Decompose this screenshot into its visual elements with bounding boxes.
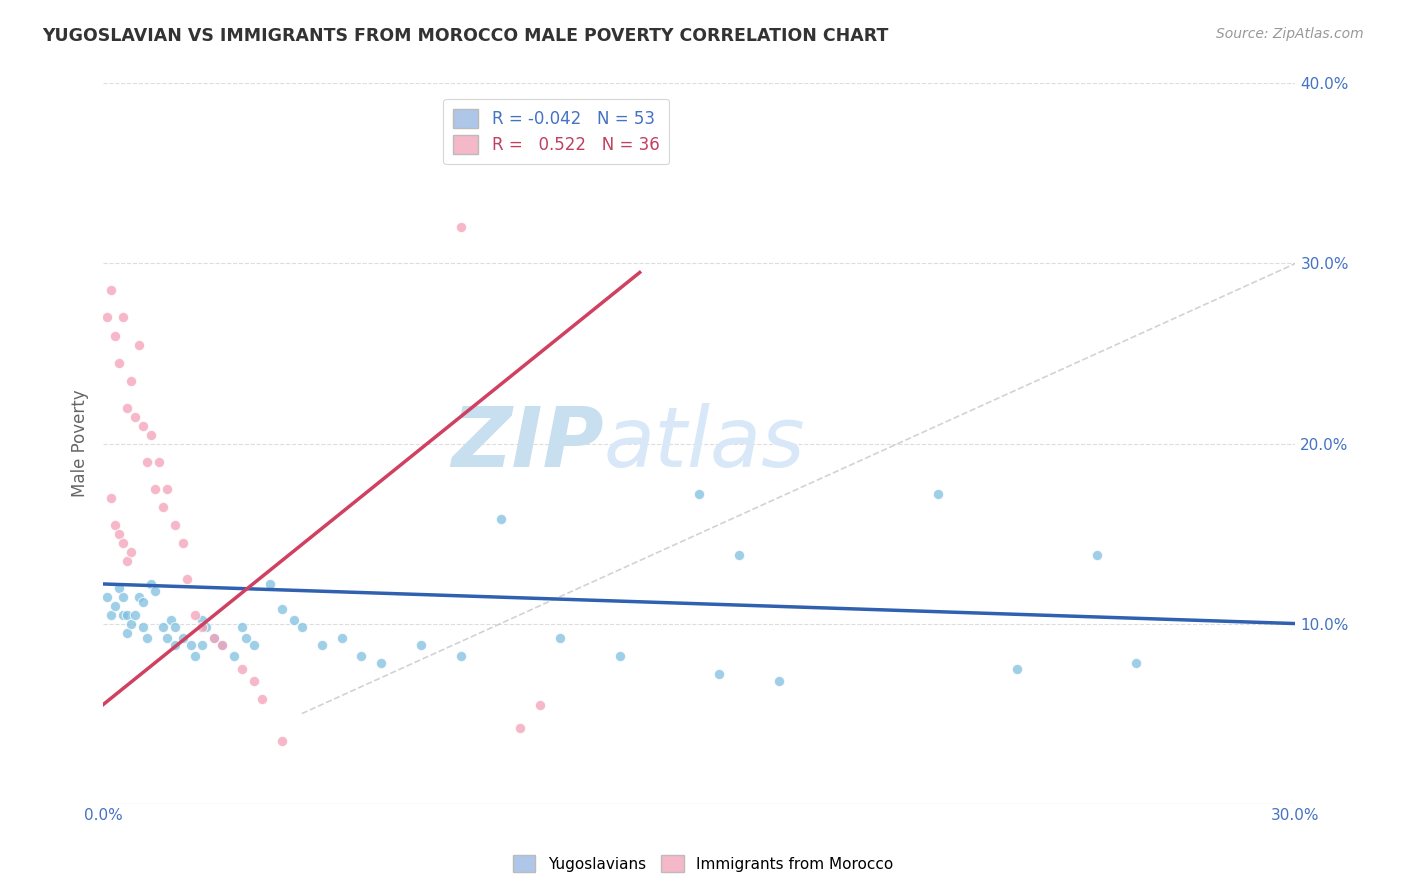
Point bbox=[1125, 656, 1147, 670]
Legend: R = -0.042   N = 53, R =   0.522   N = 36: R = -0.042 N = 53, R = 0.522 N = 36 bbox=[443, 99, 669, 164]
Point bbox=[291, 620, 314, 634]
Point bbox=[115, 553, 138, 567]
Point bbox=[231, 620, 253, 634]
Point bbox=[1085, 548, 1108, 562]
Point bbox=[100, 491, 122, 505]
Point bbox=[159, 613, 181, 627]
Point bbox=[768, 674, 790, 689]
Point bbox=[132, 620, 155, 634]
Point bbox=[135, 631, 157, 645]
Point bbox=[191, 620, 214, 634]
Text: Source: ZipAtlas.com: Source: ZipAtlas.com bbox=[1216, 27, 1364, 41]
Point bbox=[370, 656, 392, 670]
Point bbox=[143, 584, 166, 599]
Point bbox=[202, 631, 225, 645]
Point bbox=[108, 581, 131, 595]
Point bbox=[180, 638, 202, 652]
Point bbox=[450, 220, 472, 235]
Point bbox=[139, 427, 162, 442]
Point bbox=[143, 482, 166, 496]
Point bbox=[139, 577, 162, 591]
Point bbox=[271, 733, 294, 747]
Point bbox=[135, 454, 157, 468]
Point bbox=[120, 544, 142, 558]
Point bbox=[330, 631, 353, 645]
Point bbox=[108, 526, 131, 541]
Point bbox=[191, 613, 214, 627]
Point bbox=[548, 631, 571, 645]
Point bbox=[211, 638, 233, 652]
Point bbox=[172, 535, 194, 549]
Point bbox=[250, 692, 273, 706]
Point bbox=[115, 607, 138, 622]
Point bbox=[156, 631, 179, 645]
Point bbox=[148, 454, 170, 468]
Text: YUGOSLAVIAN VS IMMIGRANTS FROM MOROCCO MALE POVERTY CORRELATION CHART: YUGOSLAVIAN VS IMMIGRANTS FROM MOROCCO M… bbox=[42, 27, 889, 45]
Point bbox=[104, 599, 127, 613]
Point bbox=[688, 487, 710, 501]
Point bbox=[111, 607, 134, 622]
Point bbox=[111, 590, 134, 604]
Point bbox=[259, 577, 281, 591]
Point bbox=[111, 535, 134, 549]
Point bbox=[120, 374, 142, 388]
Point bbox=[1007, 662, 1029, 676]
Point bbox=[350, 648, 373, 663]
Point bbox=[104, 328, 127, 343]
Point bbox=[224, 648, 246, 663]
Point bbox=[96, 590, 118, 604]
Point bbox=[132, 595, 155, 609]
Point bbox=[172, 631, 194, 645]
Point bbox=[183, 648, 205, 663]
Point bbox=[211, 638, 233, 652]
Point bbox=[707, 667, 730, 681]
Point bbox=[927, 487, 949, 501]
Point bbox=[271, 602, 294, 616]
Point bbox=[111, 310, 134, 325]
Point bbox=[132, 418, 155, 433]
Point bbox=[128, 590, 150, 604]
Point bbox=[124, 409, 146, 424]
Point bbox=[489, 512, 512, 526]
Point bbox=[202, 631, 225, 645]
Point bbox=[235, 631, 257, 645]
Point bbox=[191, 638, 214, 652]
Point bbox=[100, 284, 122, 298]
Point bbox=[163, 638, 186, 652]
Point bbox=[231, 662, 253, 676]
Point bbox=[124, 607, 146, 622]
Point bbox=[96, 310, 118, 325]
Point bbox=[128, 337, 150, 351]
Point bbox=[409, 638, 432, 652]
Text: ZIP: ZIP bbox=[451, 403, 605, 484]
Point bbox=[152, 500, 174, 514]
Point bbox=[243, 638, 266, 652]
Point bbox=[609, 648, 631, 663]
Point bbox=[156, 482, 179, 496]
Point bbox=[243, 674, 266, 689]
Point bbox=[115, 401, 138, 415]
Point bbox=[163, 517, 186, 532]
Point bbox=[163, 620, 186, 634]
Point bbox=[100, 607, 122, 622]
Point bbox=[195, 620, 218, 634]
Y-axis label: Male Poverty: Male Poverty bbox=[72, 390, 89, 498]
Point bbox=[104, 517, 127, 532]
Point bbox=[108, 355, 131, 369]
Point bbox=[176, 572, 198, 586]
Text: atlas: atlas bbox=[605, 403, 806, 484]
Point bbox=[115, 625, 138, 640]
Point bbox=[529, 698, 551, 712]
Point bbox=[728, 548, 751, 562]
Point bbox=[152, 620, 174, 634]
Point bbox=[311, 638, 333, 652]
Point bbox=[283, 613, 305, 627]
Point bbox=[183, 607, 205, 622]
Legend: Yugoslavians, Immigrants from Morocco: Yugoslavians, Immigrants from Morocco bbox=[505, 847, 901, 880]
Point bbox=[450, 648, 472, 663]
Point bbox=[509, 721, 531, 735]
Point bbox=[120, 616, 142, 631]
